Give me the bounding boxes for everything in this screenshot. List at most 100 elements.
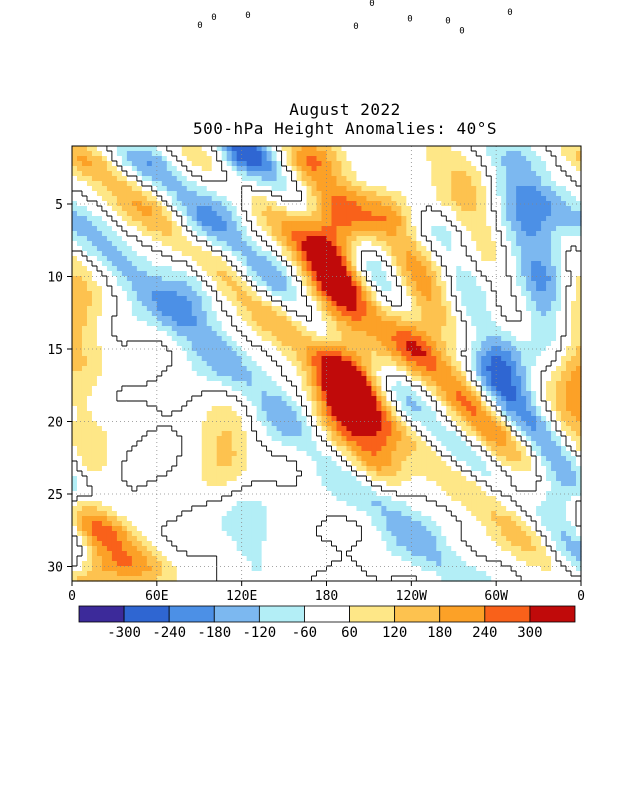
field-cell	[561, 161, 567, 167]
field-cell	[506, 191, 512, 197]
field-cell	[501, 296, 507, 302]
field-cell	[431, 291, 437, 297]
field-cell	[326, 241, 333, 247]
field-cell	[466, 326, 472, 332]
field-cell	[451, 341, 457, 347]
field-cell	[286, 271, 293, 277]
field-cell	[466, 371, 472, 377]
field-cell	[496, 171, 502, 177]
field-cell	[171, 256, 178, 262]
field-cell	[166, 151, 173, 157]
field-cell	[291, 346, 298, 352]
field-cell	[256, 246, 263, 252]
field-cell	[96, 196, 103, 202]
field-cell	[466, 251, 472, 257]
field-cell	[251, 296, 258, 302]
field-cell	[126, 281, 133, 287]
field-cell	[416, 211, 422, 217]
field-cell	[341, 161, 348, 167]
field-cell	[481, 146, 487, 152]
field-cell	[116, 156, 123, 162]
field-cell	[416, 381, 422, 387]
field-cell	[496, 306, 502, 312]
field-cell	[321, 261, 328, 267]
field-cell	[176, 331, 183, 337]
field-cell	[481, 316, 487, 322]
field-cell	[436, 291, 442, 297]
field-cell	[111, 331, 118, 337]
field-cell	[426, 326, 432, 332]
field-cell	[101, 221, 108, 227]
field-cell	[96, 231, 103, 237]
field-cell	[321, 221, 328, 227]
field-cell	[521, 276, 527, 282]
field-cell	[266, 221, 273, 227]
field-cell	[106, 341, 113, 347]
field-cell	[176, 251, 183, 257]
field-cell	[151, 326, 158, 332]
field-cell	[516, 306, 522, 312]
field-cell	[401, 251, 407, 257]
field-cell	[121, 156, 128, 162]
field-cell	[221, 281, 228, 287]
field-cell	[396, 326, 402, 332]
field-cell	[406, 296, 412, 302]
field-cell	[246, 156, 253, 162]
field-cell	[161, 331, 168, 337]
field-cell	[476, 151, 482, 157]
field-cell	[526, 181, 532, 187]
field-cell	[226, 276, 233, 282]
field-cell	[241, 256, 248, 262]
field-cell	[176, 276, 183, 282]
field-cell	[556, 176, 562, 182]
field-cell	[456, 281, 462, 287]
field-cell	[106, 306, 113, 312]
field-cell	[291, 211, 298, 217]
field-cell	[436, 251, 442, 257]
field-cell	[181, 341, 188, 347]
field-cell	[311, 176, 318, 182]
field-cell	[361, 381, 368, 387]
field-cell	[131, 341, 138, 347]
field-cell	[391, 376, 397, 382]
field-cell	[511, 381, 517, 387]
field-cell	[101, 266, 108, 272]
field-cell	[486, 161, 492, 167]
field-cell	[281, 236, 288, 242]
field-cell	[486, 236, 492, 242]
field-cell	[191, 156, 198, 162]
field-cell	[541, 351, 547, 357]
field-cell	[446, 241, 452, 247]
field-cell	[471, 226, 477, 232]
field-cell	[506, 276, 512, 282]
field-cell	[511, 276, 517, 282]
field-cell	[136, 151, 143, 157]
field-cell	[186, 181, 193, 187]
field-cell	[116, 316, 123, 322]
field-cell	[151, 171, 158, 177]
field-cell	[326, 256, 333, 262]
field-cell	[151, 371, 158, 377]
field-cell	[346, 196, 353, 202]
field-cell	[126, 156, 133, 162]
field-cell	[216, 176, 223, 182]
field-cell	[141, 321, 148, 327]
field-cell	[141, 211, 148, 217]
field-cell	[181, 171, 188, 177]
field-cell	[321, 196, 328, 202]
field-cell	[361, 231, 368, 237]
field-cell	[296, 361, 303, 367]
field-cell	[451, 296, 457, 302]
field-cell	[356, 321, 363, 327]
field-cell	[216, 151, 223, 157]
field-cell	[131, 206, 138, 212]
field-cell	[441, 211, 447, 217]
field-cell	[111, 326, 118, 332]
field-cell	[411, 156, 417, 162]
field-cell	[136, 196, 143, 202]
field-cell	[216, 246, 223, 252]
field-cell	[346, 341, 353, 347]
field-cell	[121, 386, 128, 392]
field-cell	[466, 176, 472, 182]
field-cell	[171, 166, 178, 172]
